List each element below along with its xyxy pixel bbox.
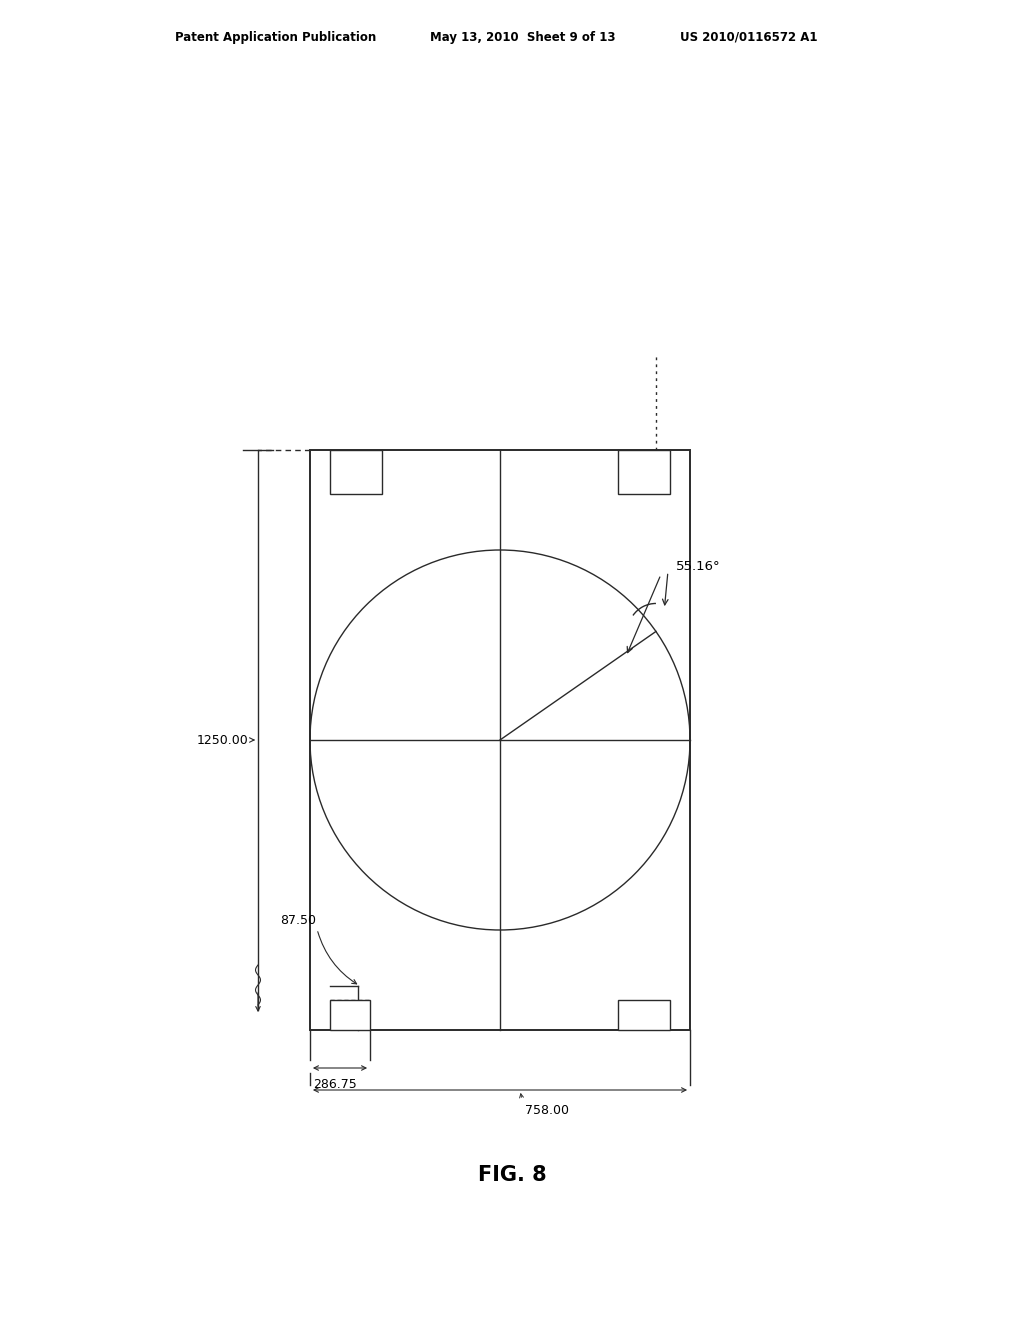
Text: 758.00: 758.00 xyxy=(525,1104,569,1117)
Bar xyxy=(330,1001,370,1030)
Text: May 13, 2010  Sheet 9 of 13: May 13, 2010 Sheet 9 of 13 xyxy=(430,30,615,44)
Text: US 2010/0116572 A1: US 2010/0116572 A1 xyxy=(680,30,817,44)
Bar xyxy=(330,450,382,494)
Text: Patent Application Publication: Patent Application Publication xyxy=(175,30,376,44)
Text: FIG. 8: FIG. 8 xyxy=(477,1166,547,1185)
Text: 55.16°: 55.16° xyxy=(676,560,721,573)
Text: 286.75: 286.75 xyxy=(313,1078,356,1092)
Bar xyxy=(618,450,670,494)
Text: 87.50: 87.50 xyxy=(280,915,316,928)
Bar xyxy=(618,1001,670,1030)
Bar xyxy=(310,450,690,1030)
Text: 1250.00: 1250.00 xyxy=(197,734,248,747)
